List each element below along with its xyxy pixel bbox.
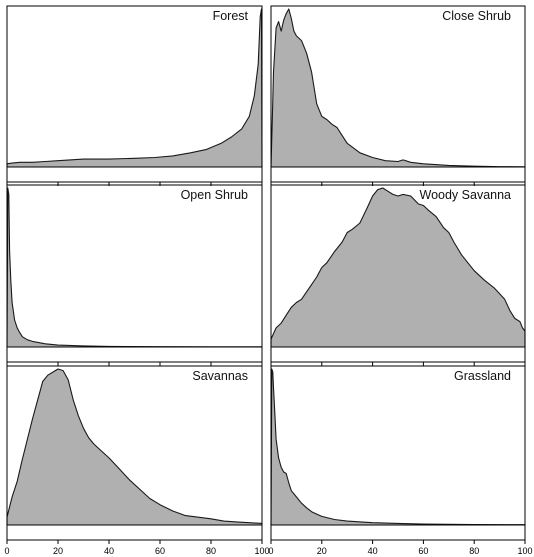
panel-title-savannas: Savannas: [192, 369, 248, 383]
panel-title-grassland: Grassland: [454, 369, 511, 383]
density-area-open-shrub: [6, 187, 263, 348]
panel-frame-grassland: [270, 365, 526, 541]
density-area-close-shrub: [270, 8, 526, 168]
x-tick-label-savannas-5: 100: [254, 546, 269, 556]
density-area-savannas: [6, 368, 263, 526]
panel-woody-savanna: Woody Savanna: [270, 184, 526, 366]
x-tick-label-grassland-1: 20: [317, 546, 327, 556]
x-tick-label-grassland-3: 60: [418, 546, 428, 556]
panel-open-shrub: Open Shrub: [6, 184, 263, 366]
panel-title-woody-savanna: Woody Savanna: [420, 188, 512, 202]
x-tick-label-grassland-5: 100: [517, 546, 532, 556]
panel-frame-close-shrub: [270, 5, 526, 183]
panel-forest: Forest: [6, 5, 263, 186]
x-tick-label-savannas-0: 0: [4, 546, 9, 556]
x-tick-label-savannas-2: 40: [104, 546, 114, 556]
panel-grassland: 0 20 40 60 80 100 Grassland: [268, 365, 533, 556]
panel-frame-savannas: [6, 365, 263, 541]
panel-close-shrub: Close Shrub: [270, 5, 526, 186]
x-tick-label-grassland-2: 40: [368, 546, 378, 556]
x-tick-label-savannas-3: 60: [155, 546, 165, 556]
density-area-woody-savanna: [270, 187, 526, 348]
x-tick-label-savannas-1: 20: [53, 546, 63, 556]
density-area-forest: [6, 8, 263, 168]
panel-title-forest: Forest: [213, 9, 249, 23]
x-tick-label-grassland-4: 80: [469, 546, 479, 556]
panel-frame-forest: [6, 5, 263, 183]
x-tick-label-grassland-0: 0: [268, 546, 273, 556]
panel-savannas: 0 20 40 60 80 100 Savannas: [4, 365, 270, 556]
panel-title-close-shrub: Close Shrub: [442, 9, 511, 23]
panel-title-open-shrub: Open Shrub: [181, 188, 248, 202]
panel-frame-woody-savanna: [270, 184, 526, 363]
panel-frame-open-shrub: [6, 184, 263, 363]
density-area-grassland: [270, 368, 526, 526]
x-tick-label-savannas-4: 80: [206, 546, 216, 556]
